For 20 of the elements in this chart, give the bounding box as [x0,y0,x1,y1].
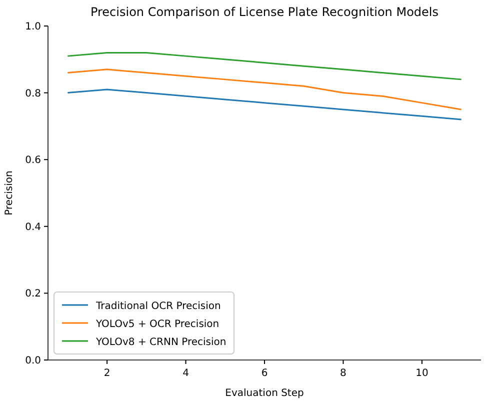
legend-label: YOLOv8 + CRNN Precision [95,337,226,348]
y-tick-label: 0.4 [25,222,41,233]
line-series [66,52,462,80]
x-tick-label: 6 [261,368,268,379]
x-tick-label: 4 [182,368,189,379]
x-axis-title: Evaluation Step [225,388,304,399]
x-tick-label: 8 [340,368,346,379]
y-tick-label: 0.2 [25,288,41,300]
line-series [66,88,462,120]
y-tick-label: 0.0 [25,356,41,366]
x-tick-label: 2 [104,368,110,379]
y-axis-title: Precision [4,170,15,216]
x-tick-label: 10 [416,368,428,379]
line-series [66,68,462,110]
y-tick-label: 0.6 [25,155,41,166]
y-tick-label: 0.8 [25,88,41,100]
legend-label: YOLOv5 + OCR Precision [95,319,220,330]
y-tick-label: 1.0 [25,22,41,32]
chart-title: Precision Comparison of License Plate Recognition Models [90,5,439,19]
legend-label: Traditional OCR Precision [95,301,221,312]
